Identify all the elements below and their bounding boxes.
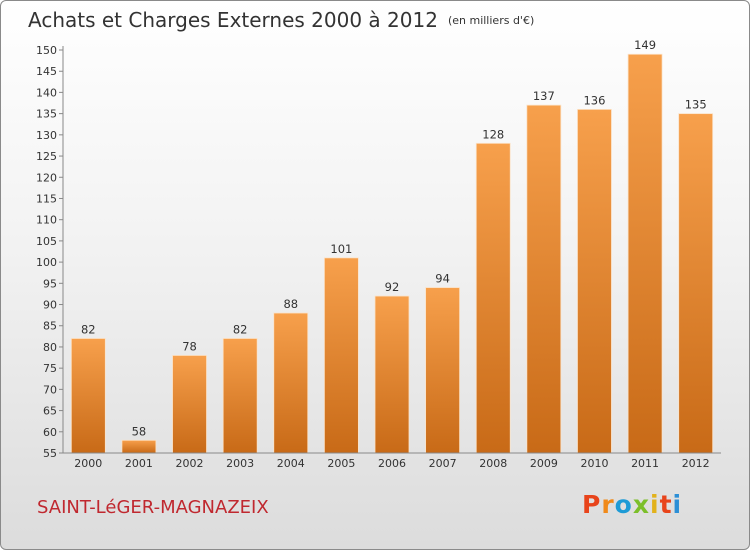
value-label-2007: 94 bbox=[435, 272, 450, 286]
logo-letter: i bbox=[650, 490, 660, 519]
value-label-2005: 101 bbox=[330, 242, 352, 256]
x-tick-label-2005: 2005 bbox=[327, 457, 355, 470]
x-axis: 2000 2001 2002 2003 2004 2005 2006 2007 2008 2009… bbox=[63, 452, 721, 470]
chart-title: Achats et Charges Externes 2000 à 2012 (e… bbox=[28, 8, 534, 32]
logo-letter: r bbox=[601, 490, 615, 519]
bar-2007 bbox=[425, 287, 461, 454]
bar-2011 bbox=[627, 53, 663, 454]
value-label-2012: 135 bbox=[685, 98, 707, 112]
y-tick-label: 100 bbox=[36, 256, 57, 269]
bar-2012 bbox=[678, 113, 714, 454]
logo-letter: o bbox=[614, 490, 633, 519]
y-tick-label: 55 bbox=[43, 447, 57, 460]
bar-2009 bbox=[526, 104, 562, 454]
x-tick-label-2006: 2006 bbox=[378, 457, 406, 470]
y-tick-label: 130 bbox=[36, 129, 57, 142]
x-tick-label-2009: 2009 bbox=[530, 457, 558, 470]
x-tick-label-2008: 2008 bbox=[479, 457, 507, 470]
chart-title-text: Achats et Charges Externes 2000 à 2012 bbox=[28, 8, 438, 32]
bar-2006 bbox=[374, 295, 410, 454]
bar-2000 bbox=[70, 338, 106, 454]
logo-letter: x bbox=[632, 490, 650, 519]
y-tick-label: 115 bbox=[36, 192, 57, 205]
logo-letter: t bbox=[659, 490, 673, 519]
y-tick-label: 85 bbox=[43, 320, 57, 333]
x-tick-label-2002: 2002 bbox=[176, 457, 204, 470]
bar-series: 82 58 78 82 88 101 92 94 128 137 136 149 135 bbox=[70, 38, 714, 454]
y-tick-label: 150 bbox=[36, 44, 57, 57]
x-tick-label-2011: 2011 bbox=[631, 457, 659, 470]
y-tick-label: 125 bbox=[36, 150, 57, 163]
value-label-2009: 137 bbox=[533, 89, 555, 103]
y-tick-label: 60 bbox=[43, 426, 57, 439]
chart-unit: (en milliers d'€) bbox=[447, 14, 535, 27]
y-tick-label: 135 bbox=[36, 108, 57, 121]
y-tick-label: 90 bbox=[43, 299, 57, 312]
y-tick-label: 80 bbox=[43, 341, 57, 354]
value-label-2002: 78 bbox=[182, 339, 197, 353]
town-name: SAINT-LéGER-MAGNAZEIX bbox=[37, 497, 269, 518]
logo-letter: P bbox=[582, 490, 602, 519]
bar-2001 bbox=[121, 439, 157, 454]
value-label-2001: 58 bbox=[132, 424, 147, 438]
value-label-2004: 88 bbox=[283, 297, 298, 311]
y-tick-label: 95 bbox=[43, 277, 57, 290]
bar-2008 bbox=[475, 142, 511, 454]
value-label-2003: 82 bbox=[233, 322, 248, 336]
x-tick-label-2007: 2007 bbox=[429, 457, 457, 470]
y-tick-label: 65 bbox=[43, 405, 57, 418]
x-tick-label-2001: 2001 bbox=[125, 457, 153, 470]
y-tick-label: 110 bbox=[36, 214, 57, 227]
x-tick-label-2003: 2003 bbox=[226, 457, 254, 470]
y-tick-label: 140 bbox=[36, 86, 57, 99]
bar-2002 bbox=[172, 355, 207, 454]
bar-2003 bbox=[222, 338, 258, 454]
y-axis: 55 60 65 70 75 80 85 90 95 100 105 110 115 120 125 130 1… bbox=[36, 44, 64, 460]
y-tick-label: 75 bbox=[43, 362, 57, 375]
bar-2004 bbox=[273, 312, 309, 454]
y-tick-label: 105 bbox=[36, 235, 57, 248]
x-tick-label-2010: 2010 bbox=[580, 457, 608, 470]
value-label-2000: 82 bbox=[81, 322, 96, 336]
bar-2010 bbox=[577, 108, 612, 454]
y-tick-label: 145 bbox=[36, 65, 57, 78]
value-label-2010: 136 bbox=[583, 93, 605, 107]
y-tick-label: 70 bbox=[43, 383, 57, 396]
logo-letter: i bbox=[672, 490, 683, 519]
x-tick-label-2012: 2012 bbox=[682, 457, 710, 470]
x-tick-label-2004: 2004 bbox=[277, 457, 305, 470]
proxiti-logo: Proxiti bbox=[582, 490, 682, 519]
value-label-2011: 149 bbox=[634, 38, 656, 52]
value-label-2008: 128 bbox=[482, 127, 504, 141]
bar-2005 bbox=[323, 257, 359, 454]
y-tick-label: 120 bbox=[36, 171, 57, 184]
value-label-2006: 92 bbox=[385, 280, 400, 294]
x-tick-label-2000: 2000 bbox=[74, 457, 102, 470]
